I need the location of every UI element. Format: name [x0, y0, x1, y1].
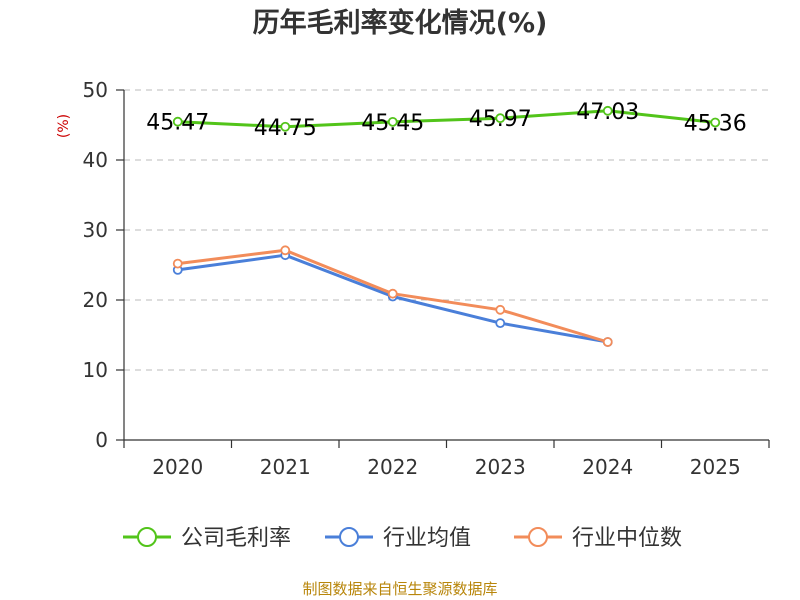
- x-tick-label-2021: 2021: [260, 455, 311, 479]
- data-point-2-2023[interactable]: [495, 304, 506, 315]
- x-tick-label-2023: 2023: [475, 455, 526, 479]
- legend-marker: [528, 527, 548, 547]
- data-point-2-2024[interactable]: [602, 337, 613, 347]
- data-label-2024: 47.03: [576, 100, 639, 125]
- legend-item-2[interactable]: 行业中位数: [514, 526, 682, 551]
- data-point-2-2022[interactable]: [387, 288, 398, 299]
- series-line-0: [177, 109, 716, 129]
- x-tick-label-2024: 2024: [582, 455, 633, 479]
- y-tick-label: 30: [83, 218, 108, 242]
- data-point-2-2020[interactable]: [172, 258, 183, 269]
- data-point-1-2023[interactable]: [495, 318, 506, 329]
- legend-marker: [137, 527, 157, 547]
- data-point-2-2021[interactable]: [280, 245, 291, 256]
- y-tick-label: 20: [83, 288, 108, 312]
- data-source-note: 制图数据来自恒生聚源数据库: [302, 580, 497, 598]
- y-axis-unit: (%): [56, 114, 72, 138]
- legend-item-0[interactable]: 公司毛利率: [123, 526, 291, 551]
- legend-label: 行业均值: [383, 526, 471, 551]
- legend[interactable]: 公司毛利率 行业均值 行业中位数: [123, 526, 682, 551]
- x-tick-label-2022: 2022: [367, 455, 418, 479]
- legend-marker: [339, 527, 359, 547]
- axes: 0 10 20 30 40 50 2020 2021 2022 2023 2024 2025: [83, 78, 770, 479]
- legend-label: 行业中位数: [572, 526, 682, 551]
- chart-title: 历年毛利率变化情况(%): [253, 7, 548, 39]
- data-label-2020: 45.47: [146, 111, 209, 136]
- y-tick-label: 40: [83, 148, 108, 172]
- legend-item-1[interactable]: 行业均值: [325, 526, 471, 551]
- data-labels: 45.47 44.75 45.45 45.97 47.03 45.36: [146, 100, 746, 141]
- data-point-0-2025[interactable]: [710, 117, 721, 128]
- data-label-2023: 45.97: [469, 107, 532, 132]
- y-tick-label: 50: [83, 78, 108, 102]
- series-lines: [172, 105, 721, 347]
- data-label-2021: 44.75: [254, 116, 317, 141]
- y-tick-label: 0: [95, 428, 108, 452]
- data-point-0-2023[interactable]: [495, 113, 506, 124]
- data-point-0-2021[interactable]: [280, 121, 291, 132]
- grid-lines: [124, 89, 769, 371]
- y-tick-label: 10: [83, 358, 108, 382]
- data-point-0-2020[interactable]: [172, 116, 183, 127]
- x-tick-label-2020: 2020: [152, 455, 203, 479]
- x-tick-label-2025: 2025: [690, 455, 741, 479]
- data-label-2022: 45.45: [361, 111, 424, 136]
- data-point-0-2024[interactable]: [602, 105, 613, 116]
- data-label-2025: 45.36: [684, 111, 747, 136]
- legend-label: 公司毛利率: [181, 526, 291, 551]
- data-point-0-2022[interactable]: [387, 116, 398, 127]
